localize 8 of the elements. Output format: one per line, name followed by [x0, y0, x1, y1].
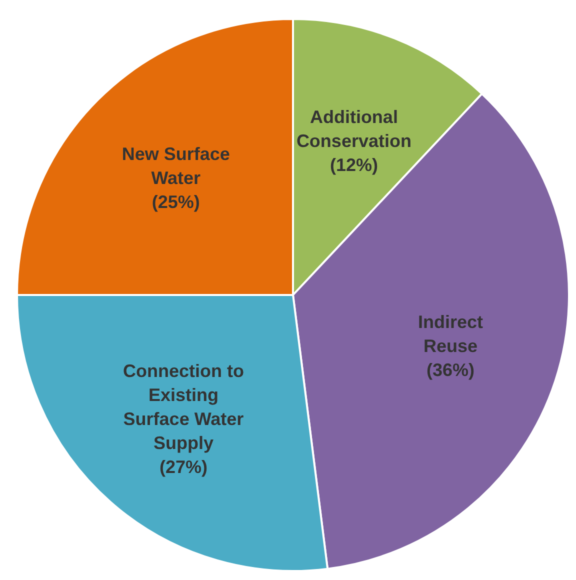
slice-label: New Surface Water — [122, 144, 230, 188]
slice-label: Additional Conservation — [296, 107, 412, 152]
data-label: (27%) — [159, 457, 208, 478]
data-label: (12%) — [330, 155, 378, 176]
slice-label: Indirect Reuse — [418, 312, 484, 356]
slice-label: Connection to Existing Surface Water Supply — [122, 361, 244, 454]
data-label: (25%) — [152, 192, 200, 212]
data-label: (36%) — [426, 360, 475, 380]
